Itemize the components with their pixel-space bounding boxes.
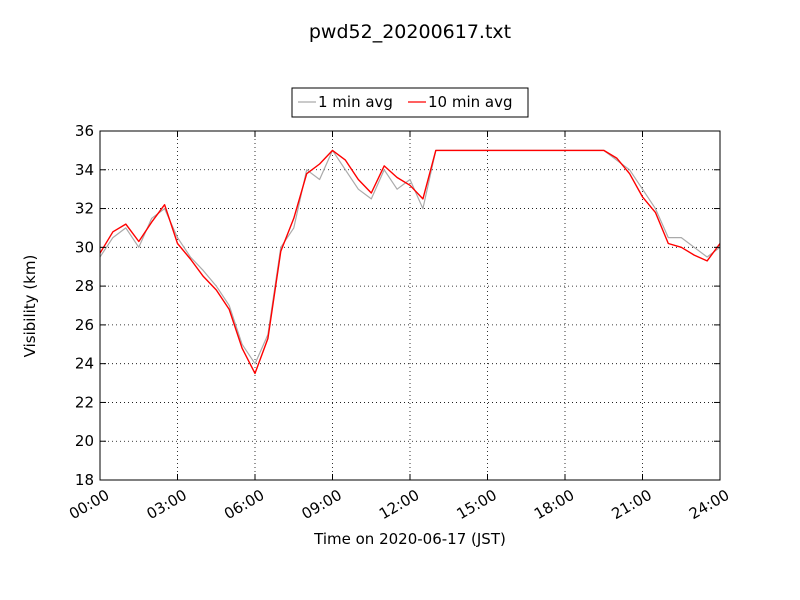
legend-label-10-min-avg: 10 min avg [428, 93, 513, 111]
legend: 1 min avg 10 min avg [291, 87, 529, 118]
x-tick-label: 06:00 [221, 486, 267, 523]
y-tick-label: 20 [75, 432, 94, 450]
series-line-1-min-avg [99, 149, 721, 365]
x-tick-label: 12:00 [376, 486, 422, 523]
x-tick-label: 24:00 [686, 486, 732, 523]
series-layer [99, 149, 721, 375]
y-tick-label: 18 [75, 471, 94, 489]
x-tick-label: 09:00 [298, 486, 344, 523]
x-tick-label: 03:00 [143, 486, 189, 523]
x-tick-label: 15:00 [453, 486, 499, 523]
x-tick-label: 00:00 [66, 486, 112, 523]
series-line-10-min-avg [99, 149, 721, 375]
y-axis-title: Visibility (km) [21, 255, 39, 358]
y-tick-label: 24 [75, 355, 94, 373]
y-tick-label: 30 [75, 238, 94, 256]
x-tick-label: 18:00 [531, 486, 577, 523]
y-tick-label: 34 [75, 161, 94, 179]
y-tick-label: 36 [75, 122, 94, 140]
x-axis-title: Time on 2020-06-17 (JST) [313, 530, 506, 548]
x-tick-label: 21:00 [608, 486, 654, 523]
y-tick-label: 22 [75, 393, 94, 411]
y-tick-label: 28 [75, 277, 94, 295]
legend-label-1-min-avg: 1 min avg [318, 93, 393, 111]
y-tick-label: 26 [75, 316, 94, 334]
grid-lines [100, 131, 720, 480]
axis-ticks: 00:00 03:00 06:00 09:00 12:00 15:00 18:00 21:00… [66, 122, 732, 523]
chart-title: pwd52_20200617.txt [309, 21, 511, 43]
y-tick-label: 32 [75, 200, 94, 218]
